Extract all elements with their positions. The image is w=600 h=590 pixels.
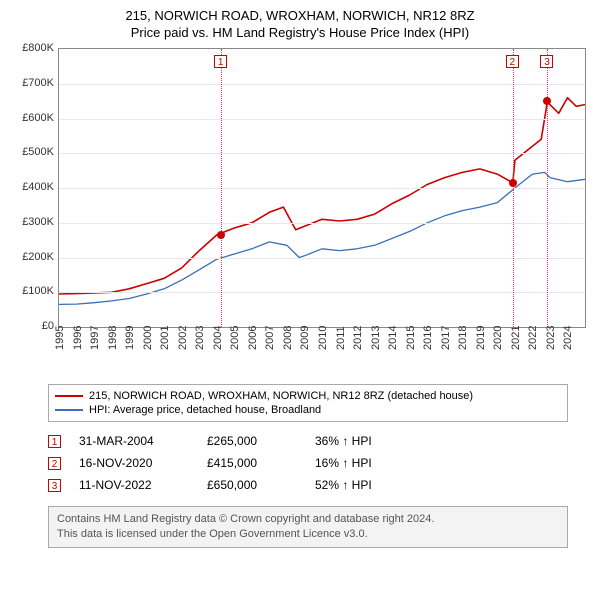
x-axis-label: 2011 <box>335 338 347 350</box>
gridline <box>59 153 585 154</box>
x-axis-label: 2023 <box>545 338 557 350</box>
legend-swatch <box>55 409 83 411</box>
y-axis-label: £500K <box>10 146 54 158</box>
x-axis-label: 1997 <box>89 338 101 350</box>
legend-label: 215, NORWICH ROAD, WROXHAM, NORWICH, NR1… <box>89 390 473 402</box>
chart-subtitle: Price paid vs. HM Land Registry's House … <box>10 25 590 40</box>
y-axis-label: £0 <box>10 320 54 332</box>
event-price: £650,000 <box>207 478 297 492</box>
gridline <box>59 223 585 224</box>
event-row: 1 31-MAR-2004 £265,000 36% ↑ HPI <box>48 430 568 452</box>
gridline <box>59 84 585 85</box>
x-axis-label: 2009 <box>299 338 311 350</box>
event-row: 3 11-NOV-2022 £650,000 52% ↑ HPI <box>48 474 568 496</box>
y-axis-label: £800K <box>10 42 54 54</box>
gridline <box>59 258 585 259</box>
plot-region: 1 2 3 <box>58 48 586 328</box>
event-badge: 1 <box>48 435 61 448</box>
footer-line-2: This data is licensed under the Open Gov… <box>57 527 559 542</box>
event-date: 11-NOV-2022 <box>79 478 189 492</box>
events-table: 1 31-MAR-2004 £265,000 36% ↑ HPI 2 16-NOV-202… <box>48 430 568 496</box>
x-axis-label: 2018 <box>457 338 469 350</box>
y-axis-label: £600K <box>10 112 54 124</box>
x-axis-label: 2022 <box>527 338 539 350</box>
x-axis-label: 2020 <box>492 338 504 350</box>
sale-point <box>217 231 225 239</box>
y-axis-label: £200K <box>10 251 54 263</box>
footer-line-1: Contains HM Land Registry data © Crown c… <box>57 512 559 527</box>
event-pct: 52% ↑ HPI <box>315 478 372 492</box>
legend: 215, NORWICH ROAD, WROXHAM, NORWICH, NR1… <box>48 384 568 422</box>
event-date: 31-MAR-2004 <box>79 434 189 448</box>
series-line-hpi <box>59 172 585 304</box>
x-axis-label: 2001 <box>159 338 171 350</box>
chart-container: 215, NORWICH ROAD, WROXHAM, NORWICH, NR1… <box>0 0 600 558</box>
event-row: 2 16-NOV-2020 £415,000 16% ↑ HPI <box>48 452 568 474</box>
gridline <box>59 292 585 293</box>
x-axis-label: 1995 <box>54 338 66 350</box>
x-axis-label: 2005 <box>229 338 241 350</box>
x-axis-label: 2015 <box>405 338 417 350</box>
y-axis-label: £100K <box>10 285 54 297</box>
x-axis-label: 2019 <box>475 338 487 350</box>
legend-swatch <box>55 395 83 397</box>
gridline <box>59 119 585 120</box>
x-axis-label: 2013 <box>370 338 382 350</box>
sale-point <box>543 97 551 105</box>
x-axis-label: 2002 <box>177 338 189 350</box>
x-axis-label: 2024 <box>562 338 574 350</box>
chart-area: 1 2 3 £0 £100K £200K £300K £400K £500K £600K £700… <box>10 48 590 378</box>
y-axis-label: £700K <box>10 77 54 89</box>
x-axis-label: 2017 <box>440 338 452 350</box>
x-axis-label: 2008 <box>282 338 294 350</box>
event-marker-line <box>221 49 222 327</box>
x-axis-label: 2004 <box>212 338 224 350</box>
x-axis-label: 1999 <box>124 338 136 350</box>
x-axis-label: 2014 <box>387 338 399 350</box>
event-pct: 36% ↑ HPI <box>315 434 372 448</box>
legend-item: HPI: Average price, detached house, Broa… <box>55 403 561 417</box>
event-date: 16-NOV-2020 <box>79 456 189 470</box>
event-badge: 3 <box>48 479 61 492</box>
sale-point <box>509 179 517 187</box>
legend-item: 215, NORWICH ROAD, WROXHAM, NORWICH, NR1… <box>55 389 561 403</box>
event-price: £265,000 <box>207 434 297 448</box>
x-axis-label: 1998 <box>107 338 119 350</box>
event-marker-line <box>513 49 514 327</box>
x-axis-label: 2016 <box>422 338 434 350</box>
event-price: £415,000 <box>207 456 297 470</box>
x-axis-label: 2003 <box>194 338 206 350</box>
x-axis-label: 2000 <box>142 338 154 350</box>
event-marker-badge: 3 <box>540 55 553 68</box>
x-axis-label: 2006 <box>247 338 259 350</box>
y-axis-label: £300K <box>10 216 54 228</box>
legend-label: HPI: Average price, detached house, Broa… <box>89 404 321 416</box>
x-axis-label: 2012 <box>352 338 364 350</box>
x-axis-label: 2021 <box>510 338 522 350</box>
gridline <box>59 188 585 189</box>
x-axis-label: 2007 <box>264 338 276 350</box>
title-block: 215, NORWICH ROAD, WROXHAM, NORWICH, NR1… <box>10 8 590 40</box>
event-marker-badge: 2 <box>506 55 519 68</box>
x-axis-label: 1996 <box>72 338 84 350</box>
footer-attribution: Contains HM Land Registry data © Crown c… <box>48 506 568 548</box>
event-marker-line <box>547 49 548 327</box>
y-axis-label: £400K <box>10 181 54 193</box>
event-badge: 2 <box>48 457 61 470</box>
event-marker-badge: 1 <box>214 55 227 68</box>
x-axis-label: 2010 <box>317 338 329 350</box>
chart-title: 215, NORWICH ROAD, WROXHAM, NORWICH, NR1… <box>10 8 590 23</box>
event-pct: 16% ↑ HPI <box>315 456 372 470</box>
